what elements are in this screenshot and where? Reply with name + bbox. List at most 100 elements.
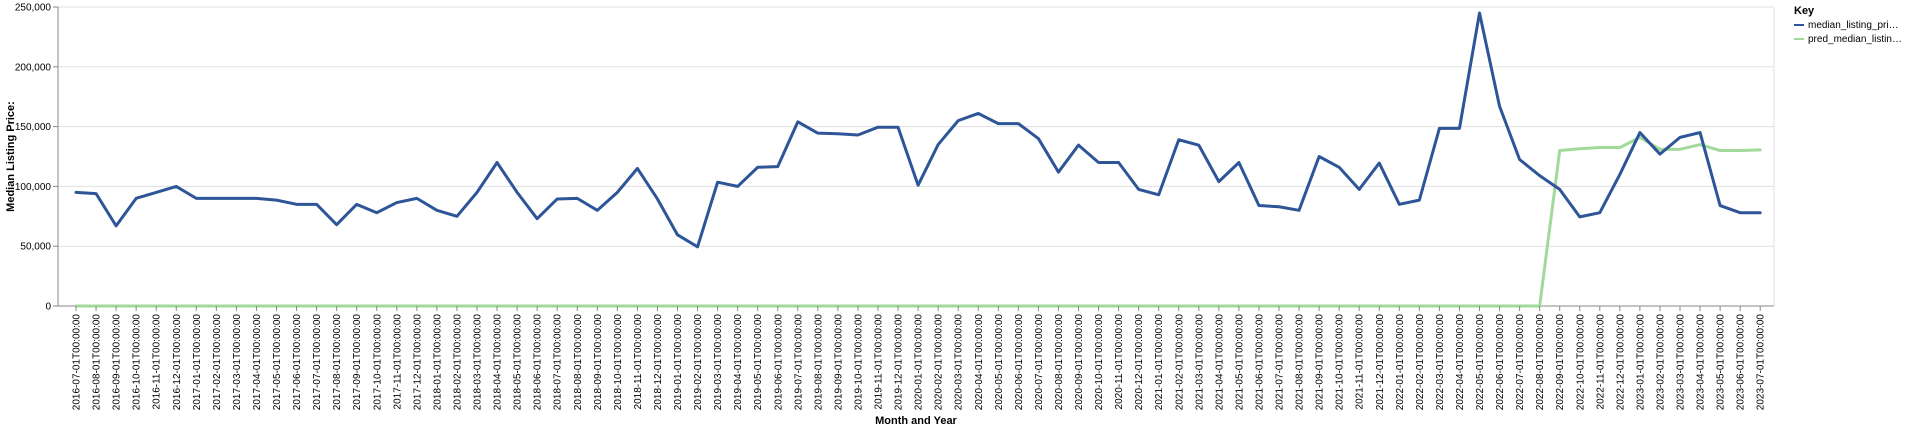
x-tick-label: 2018-07-01T00:00:00 bbox=[553, 314, 564, 411]
series-line-1 bbox=[74, 135, 1762, 308]
x-tick-label: 2017-05-01T00:00:00 bbox=[272, 314, 283, 411]
x-tick-label: 2021-10-01T00:00:00 bbox=[1335, 314, 1346, 411]
x-tick-label: 2016-12-01T00:00:00 bbox=[172, 314, 183, 411]
x-tick-label: 2016-09-01T00:00:00 bbox=[112, 314, 123, 411]
x-axis-title: Month and Year bbox=[875, 415, 957, 427]
x-tick-label: 2020-03-01T00:00:00 bbox=[954, 314, 965, 411]
x-tick-label: 2019-07-01T00:00:00 bbox=[793, 314, 804, 411]
x-tick-label: 2022-12-01T00:00:00 bbox=[1615, 314, 1626, 411]
x-tick-label: 2021-08-01T00:00:00 bbox=[1295, 314, 1306, 411]
x-tick-label: 2019-08-01T00:00:00 bbox=[813, 314, 824, 411]
x-tick-label: 2021-12-01T00:00:00 bbox=[1375, 314, 1386, 411]
x-tick-label: 2017-07-01T00:00:00 bbox=[312, 314, 323, 411]
x-tick-label: 2018-06-01T00:00:00 bbox=[533, 314, 544, 411]
series-layer bbox=[74, 11, 1762, 308]
x-tick-label: 2023-02-01T00:00:00 bbox=[1655, 314, 1666, 411]
x-tick-label: 2020-09-01T00:00:00 bbox=[1074, 314, 1085, 411]
x-tick-label: 2021-06-01T00:00:00 bbox=[1254, 314, 1265, 411]
x-tick-label: 2022-02-01T00:00:00 bbox=[1415, 314, 1426, 411]
legend-title: Key bbox=[1794, 5, 1815, 17]
x-tick-label: 2019-10-01T00:00:00 bbox=[853, 314, 864, 411]
x-tick-label: 2019-03-01T00:00:00 bbox=[713, 314, 724, 411]
x-tick-label: 2018-09-01T00:00:00 bbox=[593, 314, 604, 411]
x-tick-label: 2018-12-01T00:00:00 bbox=[653, 314, 664, 411]
x-tick-label: 2018-02-01T00:00:00 bbox=[452, 314, 463, 411]
legend-entry-label: pred_median_listin… bbox=[1808, 34, 1902, 45]
legend-entry-label: median_listing_pri… bbox=[1808, 20, 1899, 31]
x-tick-label: 2021-05-01T00:00:00 bbox=[1234, 314, 1245, 411]
x-tick-label: 2021-03-01T00:00:00 bbox=[1194, 314, 1205, 411]
x-tick-label: 2023-07-01T00:00:00 bbox=[1756, 314, 1767, 411]
x-tick-label: 2017-08-01T00:00:00 bbox=[332, 314, 343, 411]
x-tick-label: 2016-07-01T00:00:00 bbox=[72, 314, 83, 411]
x-tick-label: 2018-03-01T00:00:00 bbox=[473, 314, 484, 411]
x-tick-label: 2022-03-01T00:00:00 bbox=[1435, 314, 1446, 411]
x-tick-label: 2022-05-01T00:00:00 bbox=[1475, 314, 1486, 411]
x-tick-label: 2018-01-01T00:00:00 bbox=[432, 314, 443, 411]
y-tick-label: 250,000 bbox=[15, 3, 52, 14]
x-tick-label: 2022-04-01T00:00:00 bbox=[1455, 314, 1466, 411]
x-tick-label: 2020-11-01T00:00:00 bbox=[1114, 314, 1125, 410]
x-tick-label: 2020-08-01T00:00:00 bbox=[1054, 314, 1065, 411]
series-line-0 bbox=[74, 11, 1762, 249]
x-tick-label: 2020-05-01T00:00:00 bbox=[994, 314, 1005, 411]
x-tick-label: 2023-01-01T00:00:00 bbox=[1635, 314, 1646, 411]
legend: Key median_listing_pri… pred_median_listi… bbox=[1794, 5, 1902, 45]
x-tick-label: 2018-05-01T00:00:00 bbox=[513, 314, 524, 411]
x-tick-label: 2017-12-01T00:00:00 bbox=[412, 314, 423, 411]
x-tick-label: 2022-01-01T00:00:00 bbox=[1395, 314, 1406, 411]
x-tick-label: 2022-10-01T00:00:00 bbox=[1575, 314, 1586, 411]
x-tick-label: 2017-01-01T00:00:00 bbox=[192, 314, 203, 411]
x-tick-label: 2020-10-01T00:00:00 bbox=[1094, 314, 1105, 411]
y-tick-label: 150,000 bbox=[15, 122, 52, 133]
x-tick-label: 2020-04-01T00:00:00 bbox=[974, 314, 985, 411]
x-tick-label: 2018-10-01T00:00:00 bbox=[613, 314, 624, 411]
y-tick-label: 0 bbox=[45, 302, 51, 313]
x-tick-label: 2017-09-01T00:00:00 bbox=[352, 314, 363, 411]
x-tick-label: 2023-06-01T00:00:00 bbox=[1736, 314, 1747, 411]
x-tick-label: 2022-07-01T00:00:00 bbox=[1515, 314, 1526, 411]
x-tick-label: 2021-01-01T00:00:00 bbox=[1154, 314, 1165, 411]
x-tick-label: 2020-06-01T00:00:00 bbox=[1014, 314, 1025, 411]
x-tick-label: 2021-02-01T00:00:00 bbox=[1174, 314, 1185, 411]
x-tick-label: 2020-02-01T00:00:00 bbox=[934, 314, 945, 411]
x-tick-label: 2023-05-01T00:00:00 bbox=[1716, 314, 1727, 411]
x-tick-label: 2017-11-01T00:00:00 bbox=[392, 314, 403, 410]
x-tick-label: 2022-08-01T00:00:00 bbox=[1535, 314, 1546, 411]
x-tick-label: 2020-12-01T00:00:00 bbox=[1134, 314, 1145, 411]
x-tick-label: 2018-04-01T00:00:00 bbox=[493, 314, 504, 411]
x-tick-label: 2017-02-01T00:00:00 bbox=[212, 314, 223, 411]
y-axis-title: Median Listing Price: bbox=[5, 101, 17, 212]
x-tick-label: 2019-01-01T00:00:00 bbox=[673, 314, 684, 411]
x-tick-label: 2017-10-01T00:00:00 bbox=[372, 314, 383, 411]
x-tick-label: 2020-07-01T00:00:00 bbox=[1034, 314, 1045, 411]
x-tick-label: 2022-09-01T00:00:00 bbox=[1555, 314, 1566, 411]
grid bbox=[58, 6, 1774, 307]
x-tick-label: 2017-03-01T00:00:00 bbox=[232, 314, 243, 411]
x-tick-label: 2019-04-01T00:00:00 bbox=[733, 314, 744, 411]
y-tick-label: 50,000 bbox=[20, 242, 51, 253]
x-tick-label: 2022-11-01T00:00:00 bbox=[1595, 314, 1606, 410]
x-tick-label: 2021-04-01T00:00:00 bbox=[1214, 314, 1225, 411]
x-tick-label: 2019-12-01T00:00:00 bbox=[894, 314, 905, 411]
x-tick-label: 2022-06-01T00:00:00 bbox=[1495, 314, 1506, 411]
y-tick-label: 100,000 bbox=[15, 182, 52, 193]
x-tick-label: 2018-11-01T00:00:00 bbox=[633, 314, 644, 410]
x-tick-label: 2019-06-01T00:00:00 bbox=[773, 314, 784, 411]
x-tick-label: 2021-11-01T00:00:00 bbox=[1355, 314, 1366, 410]
y-tick-label: 200,000 bbox=[15, 62, 52, 73]
x-tick-label: 2023-03-01T00:00:00 bbox=[1676, 314, 1687, 411]
plot-border bbox=[57, 7, 1775, 307]
x-tick-label: 2017-04-01T00:00:00 bbox=[252, 314, 263, 411]
x-tick-label: 2016-11-01T00:00:00 bbox=[152, 314, 163, 410]
x-axis: 2016-07-01T00:00:00 2016-08-01T00:00:00 20… bbox=[72, 306, 1767, 410]
x-tick-label: 2019-11-01T00:00:00 bbox=[874, 314, 885, 410]
x-tick-label: 2019-09-01T00:00:00 bbox=[833, 314, 844, 411]
x-tick-label: 2016-08-01T00:00:00 bbox=[92, 314, 103, 411]
x-tick-label: 2019-02-01T00:00:00 bbox=[693, 314, 704, 411]
x-tick-label: 2018-08-01T00:00:00 bbox=[573, 314, 584, 411]
y-axis: 0 50,000 100,000 150,000 200,000 250,000 bbox=[15, 3, 58, 313]
x-tick-label: 2021-09-01T00:00:00 bbox=[1315, 314, 1326, 411]
x-tick-label: 2019-05-01T00:00:00 bbox=[753, 314, 764, 411]
